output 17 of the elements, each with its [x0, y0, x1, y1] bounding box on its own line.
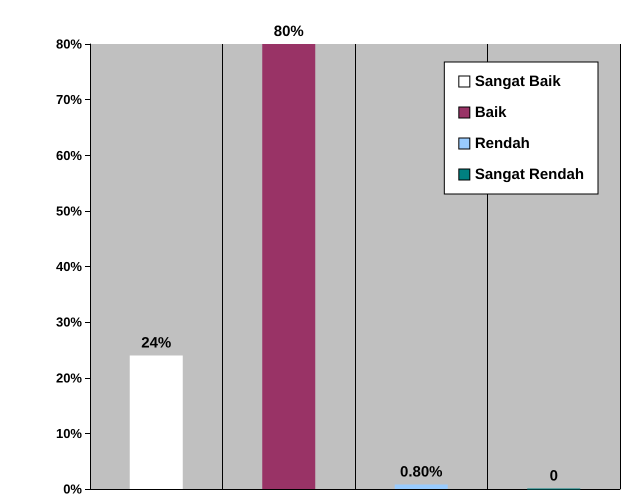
y-tick-label: 0%: [63, 482, 82, 496]
y-tick-label: 50%: [56, 203, 82, 218]
y-tick-label: 80%: [56, 36, 82, 52]
legend-label: Rendah: [474, 135, 530, 152]
data-label: 80%: [274, 23, 304, 40]
y-tick-label: 10%: [56, 426, 82, 441]
legend-label: Sangat Rendah: [474, 166, 584, 183]
y-tick-label: 40%: [56, 259, 82, 274]
y-tick-label: 20%: [56, 370, 82, 386]
data-label: 0: [550, 468, 558, 484]
y-tick-label: 70%: [56, 92, 82, 108]
data-label: 24%: [141, 334, 172, 352]
y-tick-label: 30%: [56, 314, 82, 330]
legend-label: Baik: [474, 104, 508, 121]
legend-label: Sangat Baik: [474, 73, 562, 90]
data-label: 0.80%: [400, 464, 443, 481]
y-tick-label: 60%: [56, 148, 82, 163]
